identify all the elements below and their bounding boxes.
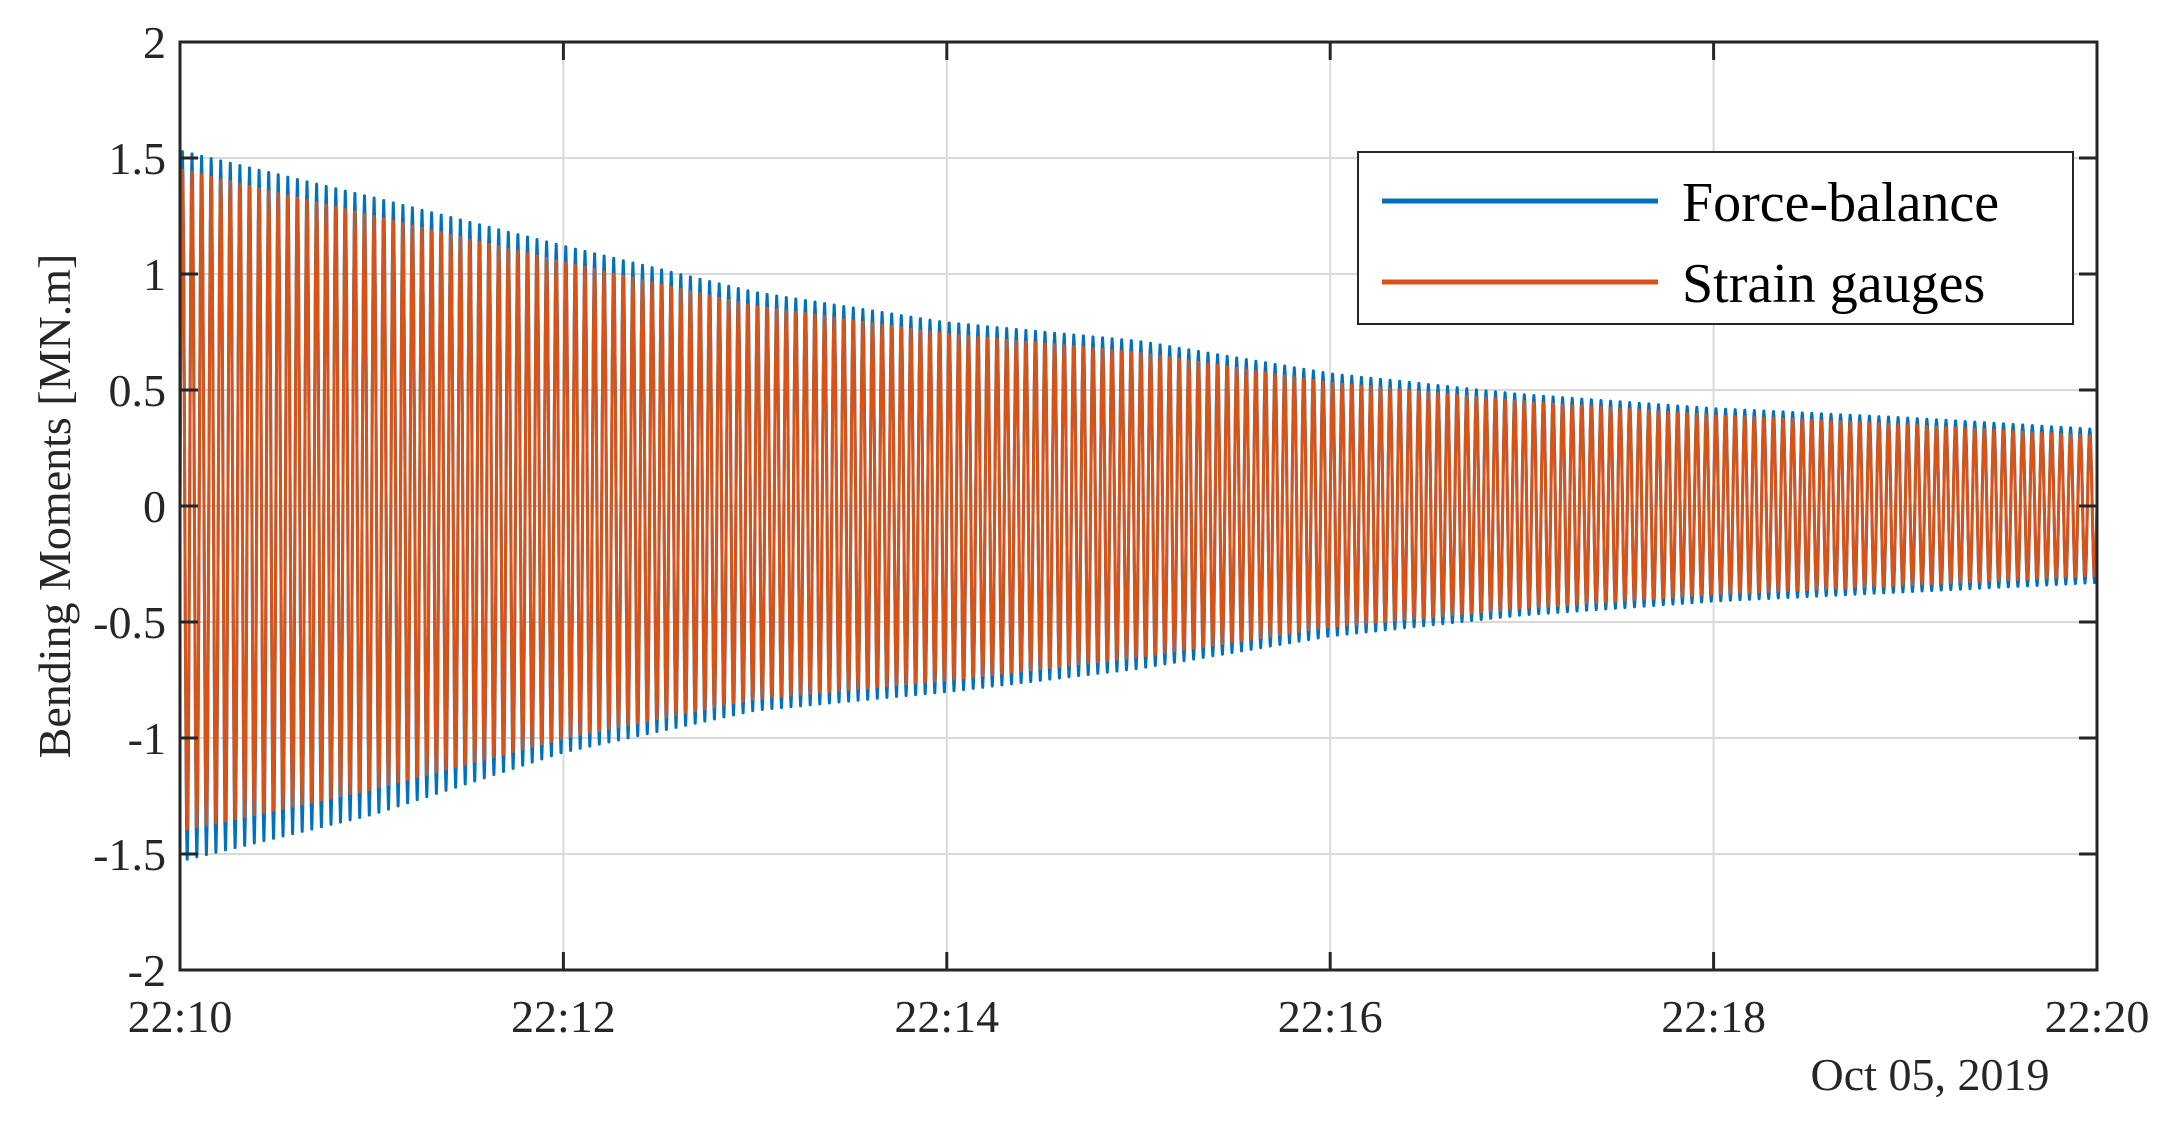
series-line-strain-gauges [178,168,2099,831]
x-axis-date-label: Oct 05, 2019 [1811,1049,2050,1100]
y-tick-label: 0.5 [109,365,167,416]
y-tick-label: 1 [143,249,166,300]
y-tick-label: -1 [128,713,166,764]
y-tick-label: -1.5 [93,829,166,880]
x-tick-label: 22:10 [128,991,233,1042]
x-tick-label: 22:20 [2045,991,2150,1042]
tick-layer [178,40,2099,972]
series-layer [178,150,2099,861]
x-tick-label: 22:18 [1661,991,1766,1042]
y-tick-label: 2 [143,17,166,68]
y-tick-label: -0.5 [93,597,166,648]
legend: Force-balance Strain gauges [1357,151,2074,325]
x-tick-label: 22:12 [511,991,616,1042]
x-tick-label: 22:16 [1278,991,1383,1042]
legend-label-force-balance: Force-balance [1682,172,1999,234]
y-axis-label: Bending Moments [MN.m] [29,254,80,759]
legend-box [1357,151,2074,325]
y-tick-label: 0 [143,481,166,532]
legend-label-strain-gauges: Strain gauges [1682,253,1985,315]
x-tick-label: 22:14 [894,991,999,1042]
label-layer: 2 1.5 1 0.5 0 -0.5 -1 -1.5 -222:10 22:12 22:14 22:1… [93,17,2149,1042]
y-tick-label: -2 [128,945,166,996]
y-tick-label: 1.5 [109,133,167,184]
